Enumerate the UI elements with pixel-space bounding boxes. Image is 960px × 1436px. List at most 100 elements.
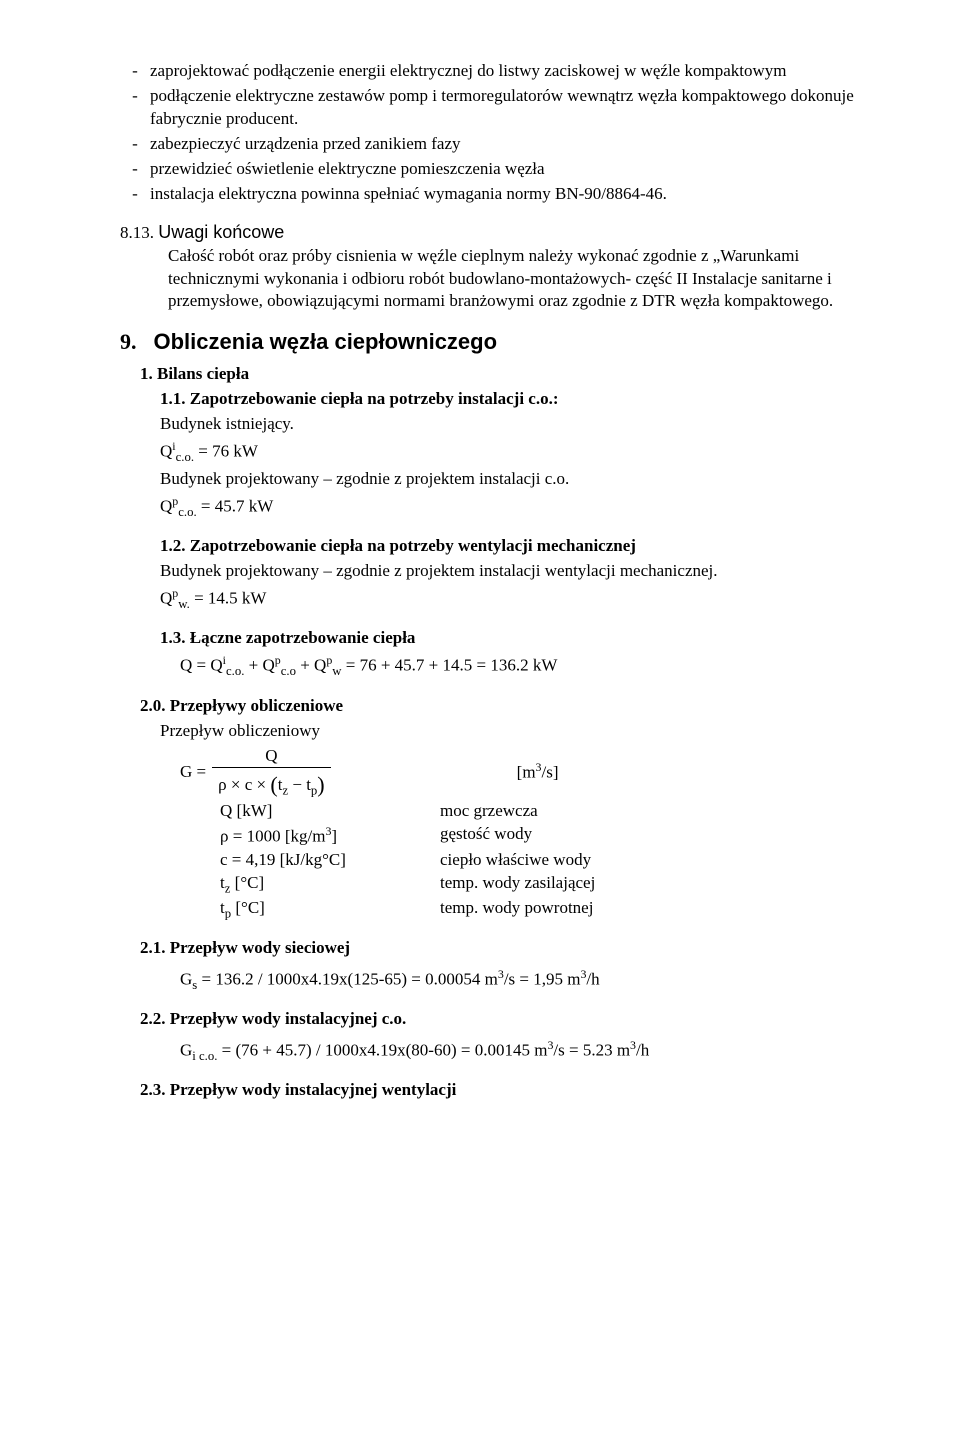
- line: Przepływ obliczeniowy: [160, 720, 880, 743]
- top-bullet-list: - zaprojektować podłączenie energii elek…: [120, 60, 880, 206]
- section-number: 8.13.: [120, 222, 154, 245]
- eq-part: ρ × c ×: [218, 775, 270, 794]
- eq-part: − t: [288, 775, 311, 794]
- line: Budynek istniejący.: [160, 413, 880, 436]
- eq-part: /s]: [542, 763, 559, 782]
- param-right: temp. wody powrotnej: [440, 897, 880, 923]
- eq-sub: c.o.: [178, 505, 196, 519]
- eq-part: G: [180, 969, 192, 988]
- sub-title: Przepływ wody instalacyjnej wentylacji: [170, 1080, 457, 1099]
- param-row: ρ = 1000 [kg/m3] gęstość wody: [220, 823, 880, 849]
- param-left: c = 4,19 [kJ/kg°C]: [220, 849, 440, 872]
- equation-line: Q = Qic.o. + Qpc.o + Qpw = 76 + 45.7 + 1…: [180, 652, 880, 680]
- section-body: Całość robót oraz próby cisnienia w węźl…: [168, 245, 880, 314]
- dash-icon: -: [120, 60, 150, 83]
- eq-part: = 76 + 45.7 + 14.5 = 136.2 kW: [342, 656, 558, 675]
- param-right: gęstość wody: [440, 823, 880, 849]
- param-row: tz [°C] temp. wody zasilającej: [220, 872, 880, 898]
- line: Budynek projektowany – zgodnie z projekt…: [160, 560, 880, 583]
- param-left: Q [kW]: [220, 800, 440, 823]
- param-left: tp [°C]: [220, 897, 440, 923]
- dash-icon: -: [120, 158, 150, 181]
- param-row: tp [°C] temp. wody powrotnej: [220, 897, 880, 923]
- bullet-item: - podłączenie elektryczne zestawów pomp …: [120, 85, 880, 131]
- eq-part: /h: [586, 969, 599, 988]
- section-2-1: 2.1. Przepływ wody sieciowej Gs = 136.2 …: [120, 937, 880, 994]
- bullet-item: - instalacja elektryczna powinna spełnia…: [120, 183, 880, 206]
- section-8-13: 8.13. Uwagi końcowe Całość robót oraz pr…: [120, 220, 880, 314]
- eq-part: Q: [160, 442, 172, 461]
- sub-title: Przepływ wody sieciowej: [170, 938, 350, 957]
- eq-part: ]: [331, 827, 337, 846]
- eq-part: Q: [160, 497, 172, 516]
- param-table: Q [kW] moc grzewcza ρ = 1000 [kg/m3] gęs…: [220, 800, 880, 923]
- eq-part: /s = 1,95 m: [504, 969, 581, 988]
- equation-line: Qpw. = 14.5 kW: [160, 585, 880, 613]
- dash-icon: -: [120, 85, 150, 131]
- sub-num: 2.0.: [140, 696, 166, 715]
- subheading-1-3: 1.3. Łączne zapotrzebowanie ciepła: [160, 627, 880, 650]
- param-left: ρ = 1000 [kg/m3]: [220, 823, 440, 849]
- eq-sub: c.o: [281, 664, 296, 678]
- section-2-2: 2.2. Przepływ wody instalacyjnej c.o. Gi…: [120, 1008, 880, 1065]
- sub-num: 1.1.: [160, 389, 186, 408]
- eq-sub: i c.o.: [192, 1049, 217, 1063]
- subheading-1: 1. Bilans ciepła: [140, 363, 880, 386]
- bullet-text: zabezpieczyć urządzenia przed zanikiem f…: [150, 133, 880, 156]
- dash-icon: -: [120, 183, 150, 206]
- sub-num: 2.2.: [140, 1009, 166, 1028]
- section-1-2: 1.2. Zapotrzebowanie ciepła na potrzeby …: [120, 535, 880, 613]
- eq-part: Q: [160, 589, 172, 608]
- eq-part: = 76 kW: [194, 442, 258, 461]
- eq-part: Q = Q: [180, 656, 223, 675]
- bullet-item: - zabezpieczyć urządzenia przed zanikiem…: [120, 133, 880, 156]
- unit-label: [m3/s]: [517, 759, 559, 785]
- subheading-2-1: 2.1. Przepływ wody sieciowej: [140, 937, 880, 960]
- eq-lhs: G =: [180, 761, 206, 784]
- param-left: tz [°C]: [220, 872, 440, 898]
- paren-close-icon: ): [317, 772, 324, 797]
- eq-part: ρ = 1000 [kg/m: [220, 827, 325, 846]
- eq-part: [m: [517, 763, 536, 782]
- subheading-1-2: 1.2. Zapotrzebowanie ciepła na potrzeby …: [160, 535, 880, 558]
- param-right: ciepło właściwe wody: [440, 849, 880, 872]
- subheading-2-2: 2.2. Przepływ wody instalacyjnej c.o.: [140, 1008, 880, 1031]
- eq-sub: c.o.: [226, 664, 244, 678]
- subheading-1-1: 1.1. Zapotrzebowanie ciepła na potrzeby …: [160, 388, 880, 411]
- bullet-text: przewidzieć oświetlenie elektryczne pomi…: [150, 158, 880, 181]
- sub-title: Łączne zapotrzebowanie ciepła: [190, 628, 416, 647]
- eq-part: = (76 + 45.7) / 1000x4.19x(80-60) = 0.00…: [217, 1040, 547, 1059]
- section-1-3: 1.3. Łączne zapotrzebowanie ciepła Q = Q…: [120, 627, 880, 680]
- sub-num: 1.: [140, 364, 153, 383]
- sub-num: 1.3.: [160, 628, 186, 647]
- fraction-denominator: ρ × c × (tz − tp): [212, 767, 331, 800]
- bullet-text: zaprojektować podłączenie energii elektr…: [150, 60, 880, 83]
- sub-title: Przepływ wody instalacyjnej c.o.: [170, 1009, 407, 1028]
- eq-part: = 136.2 / 1000x4.19x(125-65) = 0.00054 m: [197, 969, 498, 988]
- section-2-0: 2.0. Przepływy obliczeniowe Przepływ obl…: [120, 695, 880, 923]
- section-title: Uwagi końcowe: [158, 222, 284, 242]
- equation-line: Qic.o. = 76 kW: [160, 438, 880, 466]
- formula-row: G = Q ρ × c × (tz − tp) [m3/s]: [180, 745, 880, 801]
- section-title: Obliczenia węzła ciepłowniczego: [154, 329, 498, 354]
- sub-num: 2.3.: [140, 1080, 166, 1099]
- param-row: c = 4,19 [kJ/kg°C] ciepło właściwe wody: [220, 849, 880, 872]
- eq-sub: w.: [178, 597, 190, 611]
- param-row: Q [kW] moc grzewcza: [220, 800, 880, 823]
- section-1-1: 1.1. Zapotrzebowanie ciepła na potrzeby …: [120, 388, 880, 521]
- sub-title: Zapotrzebowanie ciepła na potrzeby wenty…: [190, 536, 636, 555]
- bullet-item: - zaprojektować podłączenie energii elek…: [120, 60, 880, 83]
- subheading-2-3: 2.3. Przepływ wody instalacyjnej wentyla…: [140, 1079, 880, 1102]
- paren-open-icon: (: [270, 772, 277, 797]
- eq-part: [°C]: [231, 898, 265, 917]
- eq-sub: w: [332, 664, 341, 678]
- equation-line: Gi c.o. = (76 + 45.7) / 1000x4.19x(80-60…: [180, 1037, 880, 1065]
- bullet-item: - przewidzieć oświetlenie elektryczne po…: [120, 158, 880, 181]
- sub-title: Bilans ciepła: [157, 364, 249, 383]
- dash-icon: -: [120, 133, 150, 156]
- section-number: 9.: [120, 329, 137, 354]
- fraction: Q ρ × c × (tz − tp): [212, 745, 331, 801]
- fraction-numerator: Q: [259, 745, 283, 768]
- line: Budynek projektowany – zgodnie z projekt…: [160, 468, 880, 491]
- eq-part: = 45.7 kW: [197, 497, 274, 516]
